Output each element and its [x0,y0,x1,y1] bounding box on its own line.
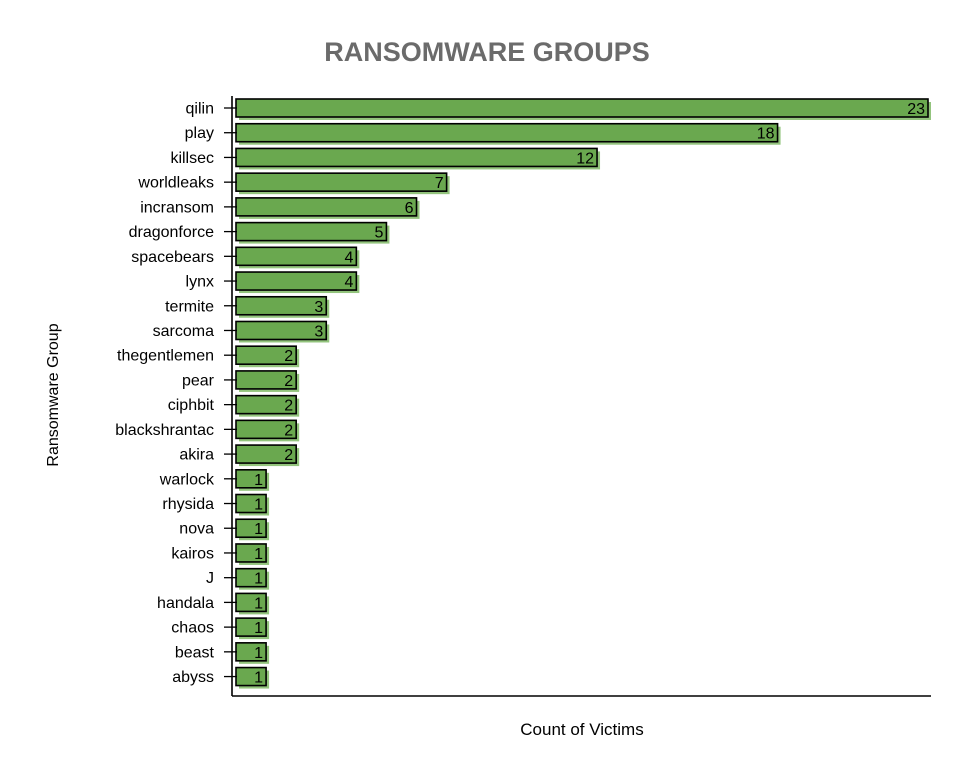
bar-incransom [235,197,418,217]
data-label: 4 [344,274,353,291]
y-tick-label: abyss [172,669,214,686]
y-tick-label: ciphbit [168,397,215,414]
y-tick-label: termite [165,298,214,315]
data-label: 23 [907,101,925,118]
y-tick-label: rhysida [162,496,214,513]
y-tick-label: worldleaks [137,175,214,192]
y-tick-label: spacebears [131,249,214,266]
bar-termite [235,295,328,316]
y-tick-label: nova [179,521,214,538]
y-tick-label: akira [179,447,214,464]
data-label: 1 [254,497,263,514]
y-tick-label: kairos [171,545,214,562]
data-label: 18 [757,126,775,143]
bars: 23 18 12 7 6 5 4 4 3 3 2 2 2 2 2 1 1 1 1 1 1 1 1 1 [235,98,931,689]
axes: qilin play killsec worldleaks incransom drago… [115,96,931,697]
data-label: 2 [284,447,293,464]
x-axis-label: Count of Victims [520,720,643,739]
data-label: 1 [254,620,263,637]
y-axis-label: Ransomware Group [45,323,62,466]
y-tick-label: beast [175,644,215,661]
data-label: 12 [576,150,594,167]
data-label: 4 [344,249,353,266]
bar-dragonforce [235,221,388,242]
y-tick-label: J [206,570,214,587]
bar-worldleaks [235,172,448,192]
bar-killsec [235,147,598,168]
data-label: 1 [254,521,263,538]
y-tick-label: killsec [170,150,214,167]
data-label: 1 [254,571,263,588]
bar-play [235,122,779,143]
y-tick-label: incransom [140,199,214,216]
bar-sarcoma [235,320,328,341]
y-tick-label: pear [182,372,215,389]
y-tick-label: handala [157,595,214,612]
data-label: 3 [314,323,323,340]
data-label: 1 [254,472,263,489]
data-label: 7 [435,175,444,192]
data-label: 2 [284,348,293,365]
data-label: 1 [254,670,263,687]
data-label: 1 [254,645,263,662]
data-label: 2 [284,422,293,439]
y-tick-label: thegentlemen [117,348,214,365]
data-label: 1 [254,546,263,563]
data-label: 1 [254,595,263,612]
data-label: 3 [314,299,323,316]
y-tick-label: lynx [186,274,214,291]
y-tick-label: play [185,125,214,142]
data-label: 2 [284,373,293,390]
data-label: 6 [405,200,414,217]
y-tick-label: chaos [171,620,214,637]
chart-title: RANSOMWARE GROUPS [324,37,650,67]
y-tick-label: sarcoma [153,323,214,340]
bar-qilin [235,98,929,118]
data-label: 2 [284,398,293,415]
bar-lynx [235,271,358,291]
y-tick-label: dragonforce [129,224,214,241]
y-tick-label: warlock [159,471,215,488]
y-tick-label: qilin [186,101,214,118]
y-tick-label: blackshrantac [115,422,214,439]
bar-spacebears [235,246,358,267]
data-label: 5 [375,225,384,242]
